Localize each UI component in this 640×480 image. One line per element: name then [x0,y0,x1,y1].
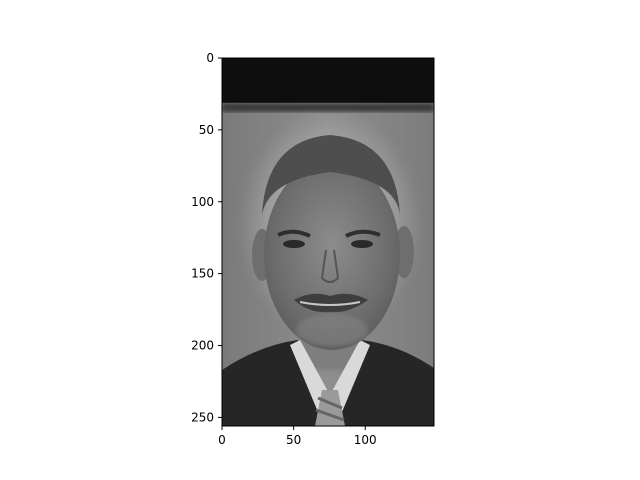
teeth [299,301,361,306]
left-eyebrow [277,229,311,238]
y-tick-label: 50 [199,123,214,137]
y-tick-label: 250 [191,410,214,424]
left-eye [283,240,305,248]
y-tick-label: 200 [191,339,214,353]
hair [262,135,400,215]
shirt-collar [290,340,370,426]
image-plot [222,58,434,426]
right-eye [351,240,373,248]
x-axis: 0 50 100 [218,426,377,447]
top-dark-band [222,58,434,103]
y-axis: 0 50 100 150 200 250 [191,51,222,424]
right-eyebrow [345,229,381,238]
mouth [294,293,368,313]
y-tick-label: 0 [206,51,214,65]
band-edge [222,103,434,112]
axes-frame [221,57,435,427]
nose [320,249,340,283]
x-tick-label: 100 [354,433,377,447]
y-tick-label: 150 [191,267,214,281]
x-tick-label: 50 [286,433,301,447]
chin [296,314,368,346]
tie-stripes [315,396,345,422]
x-tick-label: 0 [218,433,226,447]
y-tick-label: 100 [191,195,214,209]
suit-shoulders [222,340,434,426]
